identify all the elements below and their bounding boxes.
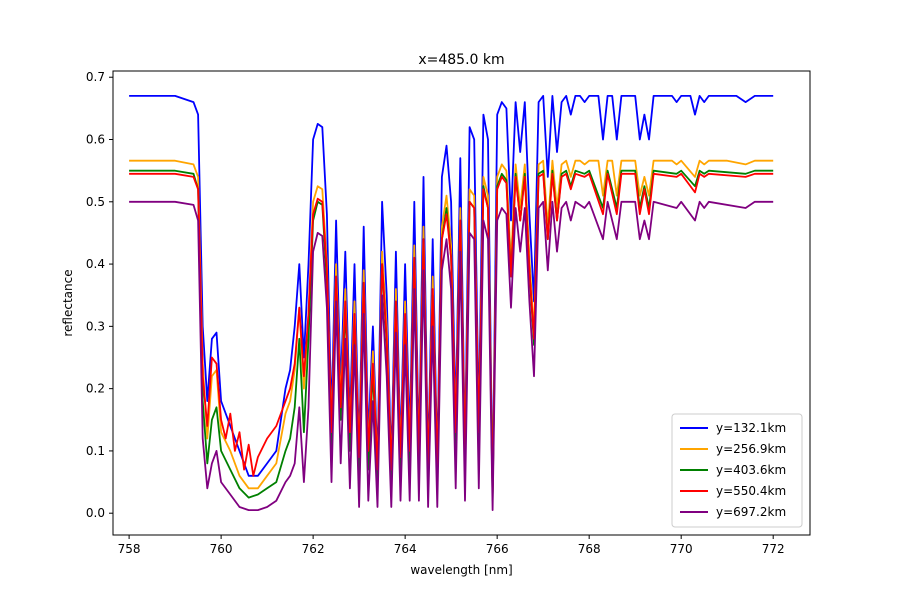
x-axis: 758 760 762 764 766 768 770 772 <box>118 535 785 556</box>
series-layer <box>129 95 774 511</box>
y-tick-label: 0.6 <box>86 133 105 147</box>
x-tick-label: 772 <box>762 542 785 556</box>
y-tick-label: 0.3 <box>86 319 105 333</box>
plot-frame <box>112 70 811 536</box>
x-axis-label: wavelength [nm] <box>410 563 512 577</box>
y-axis-label: reflectance <box>61 269 75 336</box>
chart-title: x=485.0 km <box>418 52 504 68</box>
x-tick-label: 770 <box>670 542 693 556</box>
x-tick-label: 762 <box>302 542 325 556</box>
y-tick-label: 0.0 <box>86 506 105 520</box>
series-line-4 <box>129 200 774 511</box>
legend-box <box>671 413 803 528</box>
x-tick-label: 766 <box>486 542 509 556</box>
y-tick-label: 0.1 <box>86 444 105 458</box>
legend-entry-label: y=697.2km <box>716 505 786 519</box>
y-tick-label: 0.4 <box>86 257 105 271</box>
y-axis: 0.0 0.1 0.2 0.3 0.4 0.5 0.6 0.7 <box>86 70 113 520</box>
series-line-3 <box>129 172 774 496</box>
legend-entry-label: y=256.9km <box>716 442 786 456</box>
legend: y=132.1km y=256.9km y=403.6km y=550.4km y=69… <box>671 413 803 528</box>
y-tick-label: 0.7 <box>86 70 105 84</box>
legend-entry-label: y=550.4km <box>716 484 786 498</box>
x-tick-label: 768 <box>578 542 601 556</box>
legend-entry-label: y=132.1km <box>716 421 786 435</box>
y-tick-label: 0.5 <box>86 195 105 209</box>
x-tick-label: 764 <box>394 542 417 556</box>
x-tick-label: 758 <box>118 542 141 556</box>
x-tick-label: 760 <box>210 542 233 556</box>
y-tick-label: 0.2 <box>86 382 105 396</box>
legend-entry-label: y=403.6km <box>716 463 786 477</box>
